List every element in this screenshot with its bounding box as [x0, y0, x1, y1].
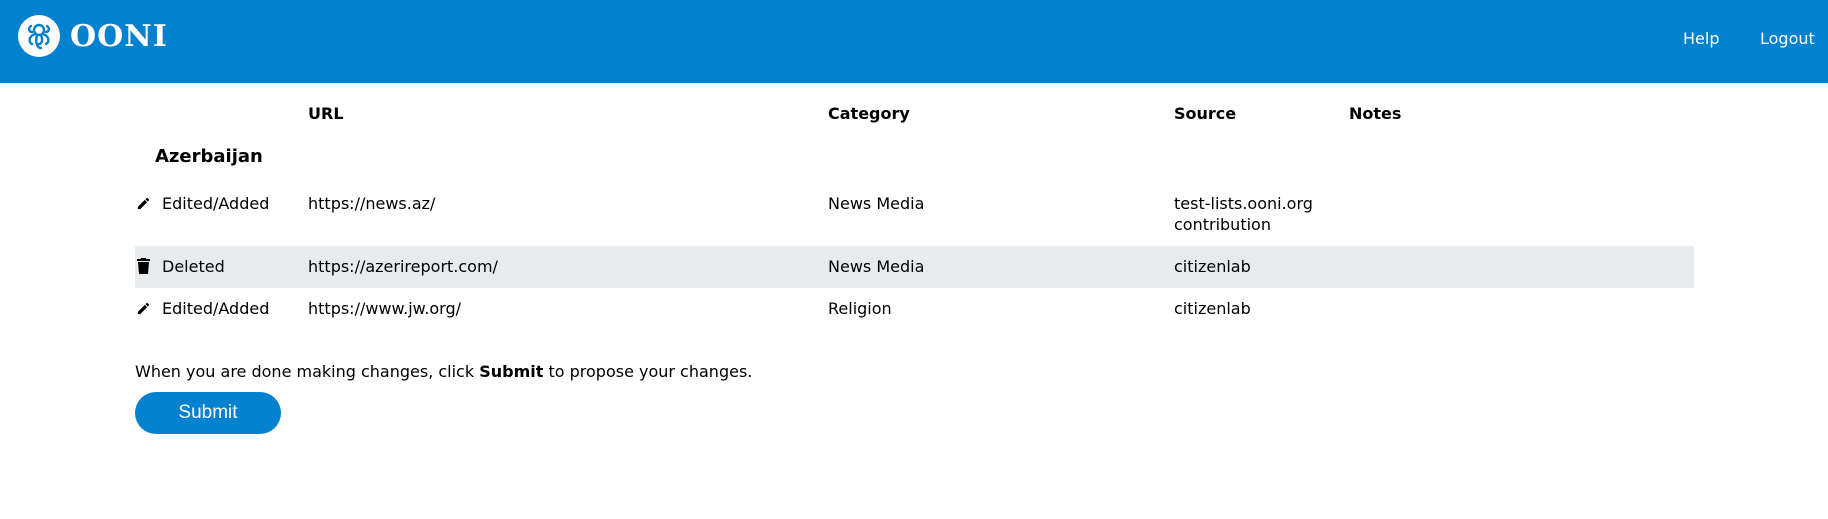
- action-label: Edited/Added: [162, 299, 270, 318]
- brand-name: OONI: [70, 18, 168, 54]
- octopus-icon: [18, 15, 60, 57]
- category-cell: News Media: [828, 257, 925, 276]
- pencil-icon[interactable]: [136, 301, 151, 316]
- instructions-part: to propose your changes.: [543, 362, 753, 381]
- country-heading: Azerbaijan: [155, 146, 263, 167]
- ooni-logo[interactable]: OONI: [18, 15, 168, 57]
- source-cell: citizenlab: [1174, 299, 1251, 318]
- action-label: Deleted: [162, 257, 225, 276]
- url-cell: https://www.jw.org/: [308, 299, 462, 318]
- url-cell: https://news.az/: [308, 194, 436, 213]
- top-bar: OONI Help Logout: [0, 0, 1828, 83]
- column-header-notes: Notes: [1349, 104, 1402, 123]
- action-label: Edited/Added: [162, 194, 270, 213]
- source-cell-line2: contribution: [1174, 215, 1271, 234]
- help-link[interactable]: Help: [1683, 29, 1720, 48]
- submit-button[interactable]: Submit: [135, 392, 281, 434]
- source-cell: citizenlab: [1174, 257, 1251, 276]
- pencil-icon[interactable]: [136, 196, 151, 211]
- column-header-source: Source: [1174, 104, 1237, 123]
- source-cell: test-lists.ooni.org: [1174, 194, 1313, 213]
- column-header-category: Category: [828, 104, 910, 123]
- instructions-part: When you are done making changes, click: [135, 362, 480, 381]
- trash-icon[interactable]: [137, 258, 150, 274]
- logout-link[interactable]: Logout: [1760, 29, 1815, 48]
- column-header-url: URL: [308, 104, 344, 123]
- instructions-bold: Submit: [479, 362, 544, 381]
- url-cell: https://azerireport.com/: [308, 257, 498, 276]
- category-cell: Religion: [828, 299, 892, 318]
- instructions-text: When you are done making changes, click …: [135, 362, 752, 381]
- table-row-highlighted: [135, 246, 1694, 288]
- category-cell: News Media: [828, 194, 925, 213]
